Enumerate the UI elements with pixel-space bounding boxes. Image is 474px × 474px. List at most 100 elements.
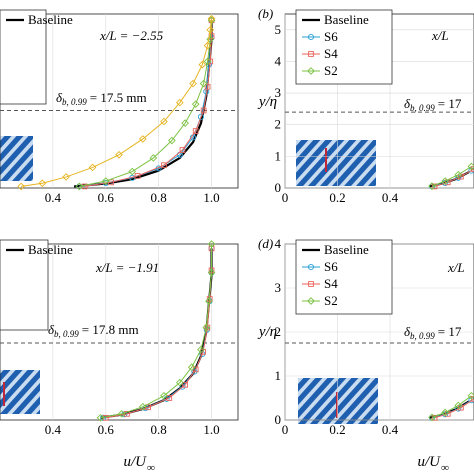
inset-stripe [24, 171, 33, 181]
data-point [115, 150, 123, 159]
inset-stripe [60, 370, 107, 414]
position-annotation: x/L [447, 260, 465, 275]
data-point [88, 163, 97, 172]
data-point [200, 107, 207, 114]
data-point [117, 410, 126, 418]
delta-value: = 17 [438, 96, 462, 111]
inset-stripe [298, 378, 311, 392]
x-tick-label: 0.4 [382, 422, 399, 437]
inset-stripe [296, 140, 297, 141]
data-point [175, 98, 184, 107]
data-point [101, 177, 110, 185]
inset-stripe [0, 136, 12, 149]
x-tick-label: 0.8 [151, 422, 167, 437]
data-point [192, 128, 199, 134]
inset-stripes [0, 370, 203, 414]
data-point [128, 167, 137, 176]
legend-entry: S6 [324, 29, 338, 44]
x-tick-label: 0.2 [329, 422, 345, 437]
data-point [160, 391, 168, 400]
inset-stripe [0, 144, 33, 181]
legend-entry: Baseline [324, 12, 369, 27]
x-tick-label: 1.0 [203, 190, 219, 205]
inset-stripe [0, 370, 11, 382]
data-point [428, 413, 436, 422]
inset-stripe [418, 378, 466, 424]
legend-swatch-marker [308, 281, 314, 287]
data-point [62, 173, 70, 181]
series-line [21, 18, 213, 187]
delta-value: = 17.8 mm [82, 322, 139, 337]
inset-sketch-3 [298, 378, 466, 424]
inset-stripe [96, 370, 143, 414]
legend-swatch-marker [307, 263, 315, 271]
inset-stripe [308, 140, 357, 186]
delta-subscript: b, 0.99 [54, 329, 79, 339]
data-point [205, 61, 212, 68]
inset-stripe [0, 370, 40, 414]
legend-entry: S2 [324, 293, 338, 308]
panel-label: (b) [258, 6, 273, 21]
inset-stripe [368, 177, 376, 186]
data-point [182, 381, 188, 388]
data-point [206, 35, 215, 44]
inset-stripe [132, 370, 179, 414]
inset-stripe [72, 370, 119, 414]
inset-stripe [358, 401, 378, 424]
inset-stripe [296, 140, 333, 181]
x-axis-label-bottom-left: u/U ∞ [124, 454, 156, 474]
inset-stripe [0, 136, 24, 163]
legend-entry: S2 [324, 63, 338, 78]
series-line [431, 166, 472, 187]
legend-entry: Baseline [324, 242, 369, 257]
data-point [441, 408, 449, 417]
series-line [100, 244, 213, 419]
data-point [197, 113, 205, 120]
inset-stripe [322, 378, 371, 424]
inset-stripes [0, 136, 33, 181]
inset-stripe [298, 378, 335, 419]
x-tick-label: 0.6 [98, 422, 115, 437]
inset-stripe [298, 378, 347, 424]
position-annotation: x/L [431, 28, 449, 43]
series-s2 [75, 16, 216, 191]
data-point [441, 177, 449, 185]
inset-stripe [144, 370, 191, 414]
data-point [205, 297, 213, 306]
inset-stripe [356, 163, 376, 186]
y-tick-label: 4 [275, 53, 282, 68]
inset-stripe [296, 140, 345, 186]
data-point [203, 41, 212, 50]
inset-sketch-2 [0, 370, 203, 414]
inset-stripe [296, 140, 321, 168]
panels-layer: 0.4 0.6 0.8 1.0δb, 0.99 = 17.5 mmx/L = −2.55… [0, 6, 474, 437]
data-point [204, 83, 211, 90]
panel-d: 0 0.2 0.4 0 1 2 3 4 δb, 0.99 = 17 x/L (d) Baseline S6… [258, 236, 474, 437]
data-point [138, 402, 147, 411]
insets-layer [0, 136, 466, 424]
data-point [149, 154, 158, 162]
inset-stripe [392, 140, 440, 186]
x-tick-label: 0 [282, 190, 289, 205]
y-tick-label: 3 [275, 85, 282, 100]
data-point [207, 14, 216, 23]
y-tick-label: 0 [275, 412, 282, 427]
delta-value: = 17.5 mm [90, 90, 147, 105]
inset-stripe [156, 370, 203, 414]
y-tick-label: 1 [275, 148, 282, 163]
y-tick-label: 3 [275, 280, 282, 295]
delta-value: = 17 [438, 324, 462, 339]
series-line [431, 395, 472, 418]
panel-a: 0.4 0.6 0.8 1.0 δb, 0.99 = 17.5 mm x/L = −2.55… [0, 9, 239, 205]
data-point [202, 323, 211, 332]
inset-stripe [382, 378, 430, 424]
panel-b: 0 0.2 0.4 0 1 2 3 4 5 δb, 0.99 = 17 x/L (b) Baseline S… [258, 6, 474, 205]
data-point [207, 240, 216, 248]
inset-sketch-1 [296, 140, 452, 186]
data-point [207, 268, 216, 277]
inset-stripe [404, 140, 452, 186]
x-axis-label-bottom-right: u/U ∞ [418, 454, 450, 474]
legend-entry: Baseline [28, 12, 73, 27]
delta-label: δb, 0.99 = 17 [404, 96, 462, 113]
